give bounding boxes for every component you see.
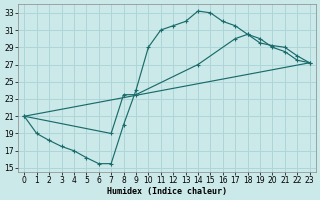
X-axis label: Humidex (Indice chaleur): Humidex (Indice chaleur): [107, 187, 227, 196]
